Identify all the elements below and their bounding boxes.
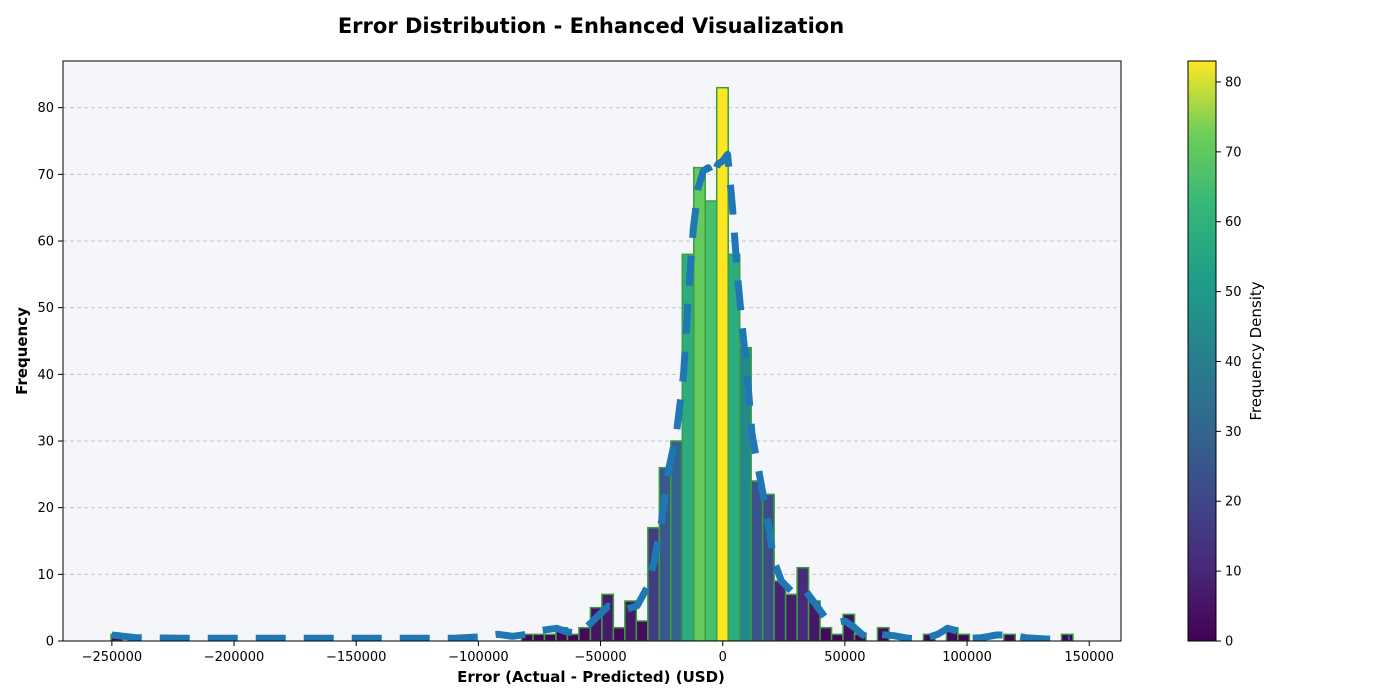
x-tick-label: −100000 — [448, 650, 509, 665]
x-tick-label: −250000 — [82, 650, 143, 665]
colorbar-tick-label: 10 — [1225, 565, 1242, 580]
gridlines — [63, 107, 1121, 575]
colorbar-tick-label: 30 — [1225, 425, 1242, 440]
colorbar — [1187, 60, 1217, 642]
histogram-bar — [784, 593, 798, 641]
colorbar-tick-label: 40 — [1225, 355, 1242, 370]
colorbar-tick-label: 50 — [1225, 285, 1242, 300]
x-tick-label: −150000 — [326, 650, 387, 665]
histogram-bar — [830, 633, 844, 641]
histogram-bar — [704, 200, 718, 641]
histogram-bar — [750, 480, 764, 641]
colorbar-tick-label: 0 — [1225, 635, 1233, 650]
density-curve — [111, 150, 1070, 641]
x-tick-label: −50000 — [574, 650, 626, 665]
y-tick-label: 50 — [37, 301, 54, 316]
colorbar-tick-label: 60 — [1225, 215, 1242, 230]
histogram-bar — [578, 626, 592, 641]
x-tick-label: 100000 — [942, 650, 992, 665]
plot-frame — [62, 60, 1122, 642]
histogram-bar — [612, 626, 626, 641]
x-tick-label: 50000 — [824, 650, 865, 665]
y-tick-label: 30 — [37, 435, 54, 450]
x-axis-label: Error (Actual - Predicted) (USD) — [457, 668, 725, 686]
chart-title: Error Distribution - Enhanced Visualizat… — [338, 14, 844, 38]
y-axis-label: Frequency — [13, 307, 31, 395]
colorbar-ticks: 0 10 20 30 40 50 60 70 80 — [1216, 75, 1242, 650]
histogram-bar — [796, 566, 810, 641]
y-tick-label: 0 — [46, 635, 54, 650]
y-tick-label: 20 — [37, 501, 54, 516]
histogram-bar — [727, 253, 741, 641]
histogram-bar — [601, 593, 615, 641]
colorbar-tick-label: 80 — [1225, 75, 1242, 90]
histogram-bar — [670, 440, 684, 641]
y-tick-label: 80 — [37, 101, 54, 116]
histogram-bar — [773, 580, 787, 641]
plot-area — [63, 61, 1121, 641]
histogram-bar — [957, 633, 971, 641]
histogram-bar — [543, 633, 557, 641]
histogram-bar — [532, 633, 546, 641]
histogram-bar — [715, 86, 729, 641]
y-tick-label: 70 — [37, 168, 54, 183]
x-tick-label: −200000 — [204, 650, 265, 665]
y-axis-ticks: 0 10 20 30 40 50 60 70 80 — [37, 101, 63, 650]
colorbar-tick-label: 20 — [1225, 495, 1242, 510]
y-tick-label: 60 — [37, 235, 54, 250]
y-tick-label: 10 — [37, 568, 54, 583]
histogram-bar — [1003, 633, 1017, 641]
y-tick-label: 40 — [37, 368, 54, 383]
histogram-bar — [658, 466, 672, 641]
colorbar-tick-label: 70 — [1225, 145, 1242, 160]
histogram-bar — [635, 620, 649, 641]
x-tick-label: 0 — [719, 650, 727, 665]
colorbar-label: Frequency Density — [1247, 281, 1265, 420]
density-curve-line — [111, 150, 1070, 641]
histogram-bar — [819, 626, 833, 641]
histogram-bar — [761, 493, 775, 641]
x-tick-label: 150000 — [1064, 650, 1114, 665]
x-axis-ticks: −250000 −200000 −150000 −100000 −50000 0 50000… — [82, 641, 1114, 665]
histogram-bar — [1060, 633, 1074, 641]
histogram-bar — [693, 166, 707, 641]
